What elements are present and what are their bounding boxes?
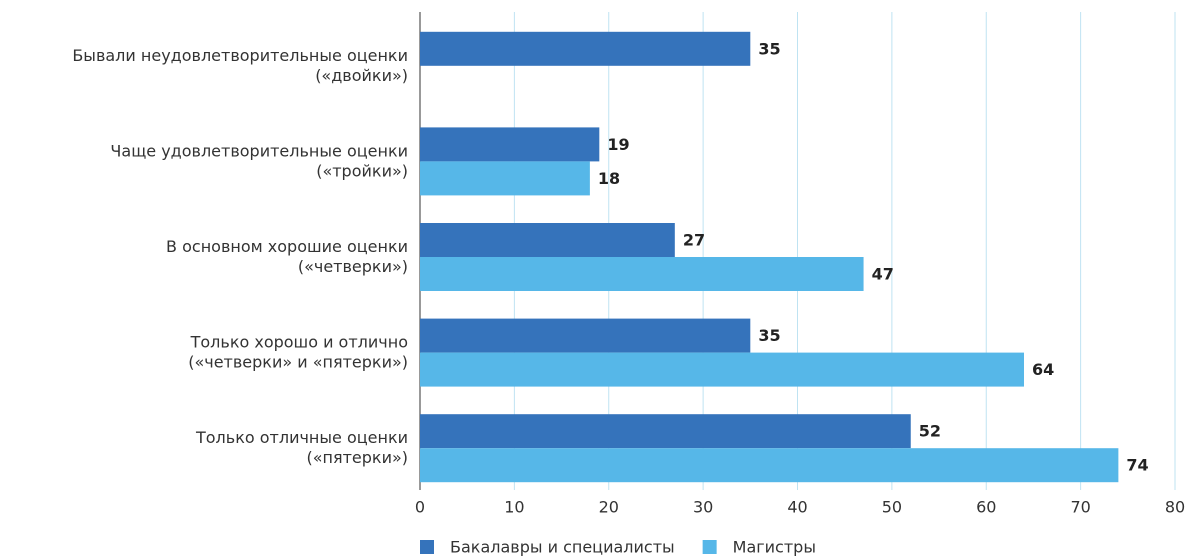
y-tick-label: Только хорошо и отлично («четверки» и «пя… xyxy=(188,332,408,371)
legend-label: Магистры xyxy=(733,538,816,557)
bar xyxy=(420,257,864,291)
y-tick-label-line: («пятерки») xyxy=(306,448,408,467)
x-tick-label: 20 xyxy=(599,498,619,517)
y-tick-label-line: («тройки») xyxy=(316,161,408,180)
bar xyxy=(420,31,751,66)
y-tick-label-line: («четверки» и «пятерки») xyxy=(188,352,408,371)
value-label: 35 xyxy=(758,39,780,58)
legend-label: Бакалавры и специалисты xyxy=(450,538,675,557)
value-label: 64 xyxy=(1032,360,1054,379)
value-label: 19 xyxy=(607,135,629,154)
y-tick-label-line: В основном хорошие оценки xyxy=(166,237,408,256)
bar xyxy=(420,318,751,353)
y-tick-label-line: («четверки») xyxy=(298,257,408,276)
x-tick-label: 70 xyxy=(1070,498,1090,517)
y-tick-label: Бывали неудовлетворительные оценки («двой… xyxy=(72,45,408,84)
y-tick-label: Чаще удовлетворительные оценки («тройки») xyxy=(110,141,408,180)
bar xyxy=(420,161,590,196)
bar xyxy=(420,127,600,162)
y-tick-label-line: Чаще удовлетворительные оценки xyxy=(110,141,408,160)
x-tick-label: 50 xyxy=(882,498,902,517)
x-tick-label: 30 xyxy=(693,498,713,517)
y-tick-label-line: Только хорошо и отлично xyxy=(190,332,408,351)
bar xyxy=(420,223,675,257)
legend-swatch xyxy=(420,540,434,554)
y-tick-label-line: Бывали неудовлетворительные оценки xyxy=(72,45,408,64)
y-tick-label: Только отличные оценки («пятерки») xyxy=(195,428,408,467)
value-label: 35 xyxy=(758,326,780,345)
bar xyxy=(420,448,1119,483)
y-tick-label-line: Только отличные оценки xyxy=(195,428,408,447)
value-label: 52 xyxy=(919,422,941,441)
x-tick-label: 40 xyxy=(787,498,807,517)
bar xyxy=(420,352,1024,387)
x-tick-label: 0 xyxy=(415,498,425,517)
x-tick-label: 80 xyxy=(1165,498,1185,517)
y-tick-label-line: («двойки») xyxy=(315,65,408,84)
value-label: 47 xyxy=(872,265,894,284)
y-tick-label: В основном хорошие оценки («четверки») xyxy=(166,237,408,276)
bar xyxy=(420,414,911,449)
value-label: 27 xyxy=(683,231,705,250)
value-label: 18 xyxy=(598,169,620,188)
x-tick-label: 60 xyxy=(976,498,996,517)
legend-swatch xyxy=(702,540,717,554)
x-tick-label: 10 xyxy=(504,498,524,517)
value-label: 74 xyxy=(1126,456,1148,475)
